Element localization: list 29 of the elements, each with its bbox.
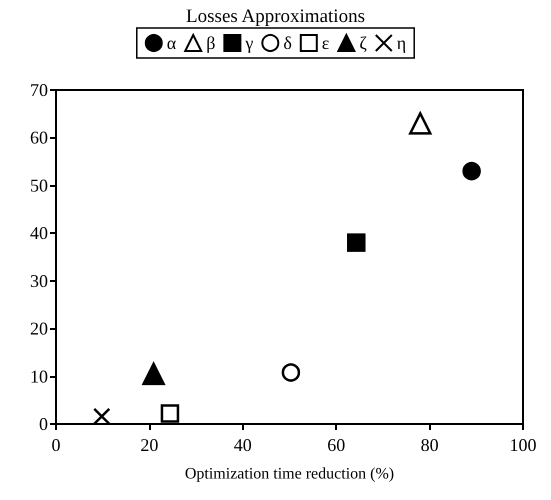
y-tick-label: 70 xyxy=(30,80,48,100)
point xyxy=(347,233,366,252)
legend-label: ε xyxy=(322,33,330,53)
point xyxy=(462,162,481,180)
x-tick-label: 20 xyxy=(140,435,158,455)
legend-label: β xyxy=(206,33,216,53)
legend-label: α xyxy=(166,33,177,53)
x-tick-label: 100 xyxy=(510,435,536,455)
legend-label: δ xyxy=(283,33,292,53)
legend-label: ζ xyxy=(359,33,368,53)
y-tick-label: 10 xyxy=(30,366,48,386)
point xyxy=(409,112,432,135)
chart-title: Losses Approximations xyxy=(186,6,365,27)
y-tick-label: 20 xyxy=(30,318,48,339)
y-tick-label: 30 xyxy=(30,270,48,291)
y-tick-label: 50 xyxy=(30,175,48,196)
point xyxy=(160,404,180,423)
y-tick-label: 60 xyxy=(30,128,48,148)
legend-label: η xyxy=(396,33,406,53)
x-tick-label: 60 xyxy=(327,435,346,455)
x-tick-label: 40 xyxy=(234,435,252,455)
x-tick-label: 80 xyxy=(420,435,439,455)
point xyxy=(282,363,300,382)
y-tick-label: 40 xyxy=(30,223,48,244)
legend-label: γ xyxy=(244,33,254,53)
x-axis-title: Optimization time reduction (%) xyxy=(184,466,394,482)
y-tick-label: 0 xyxy=(39,414,48,434)
x-tick-label: 0 xyxy=(52,435,60,455)
point xyxy=(142,362,165,386)
